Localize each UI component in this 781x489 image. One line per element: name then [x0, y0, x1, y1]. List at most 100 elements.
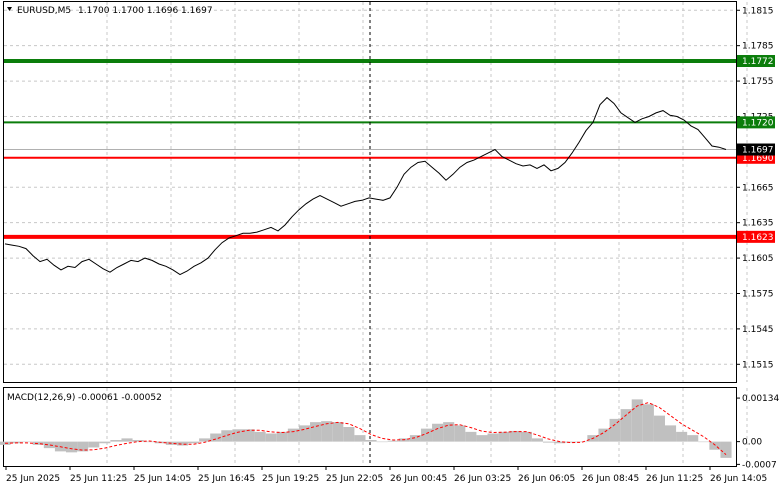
price-tick-label: 1.1665: [742, 183, 774, 193]
macd-histogram-bar: [176, 441, 189, 446]
macd-histogram-bar: [66, 441, 78, 453]
macd-histogram-bar: [310, 422, 322, 442]
macd-histogram-bar: [43, 441, 55, 449]
macd-histogram-bar: [77, 441, 89, 452]
macd-histogram-bar: [476, 435, 488, 442]
level-label-bg: [737, 230, 775, 243]
level-label-bg: [737, 55, 775, 68]
macd-histogram-bar: [631, 399, 643, 442]
macd-indicator: [0, 399, 732, 458]
macd-histogram-bar: [188, 441, 200, 444]
time-tick-label: 26 Jun 11:25: [646, 474, 703, 484]
macd-axis[interactable]: 0.00134 0.00 -0.0007: [736, 394, 779, 470]
time-tick-label: 25 Jun 22:05: [326, 474, 383, 484]
macd-histogram-bar: [210, 433, 222, 442]
macd-histogram-bar: [531, 438, 543, 442]
macd-histogram-bar: [576, 441, 588, 443]
macd-histogram-bar: [276, 431, 288, 442]
macd-histogram-bar: [454, 425, 466, 442]
current-price-bg: [737, 143, 775, 156]
price-line: [4, 96, 727, 276]
price-tick-label: 1.1575: [742, 289, 774, 299]
macd-histogram-bar: [432, 423, 444, 442]
macd-histogram-bar: [698, 441, 710, 443]
macd-histogram-bar: [221, 430, 233, 442]
level-label: 1.1720: [742, 118, 774, 128]
macd-histogram-bar: [420, 428, 433, 442]
time-tick-label: 26 Jun 00:45: [390, 474, 447, 484]
macd-histogram-bar: [387, 440, 399, 442]
macd-histogram-bar: [620, 409, 632, 442]
time-tick-label: 25 Jun 16:45: [198, 474, 255, 484]
price-tick-label: 1.1515: [742, 360, 774, 370]
macd-tick-label: 0.00134: [742, 394, 779, 404]
macd-histogram-bar: [554, 441, 566, 444]
macd-histogram-bar: [21, 441, 33, 443]
macd-histogram-bar: [676, 431, 688, 442]
time-tick-label: 26 Jun 06:05: [518, 474, 575, 484]
macd-tick-label: -0.0007: [742, 460, 777, 470]
macd-histogram-bar: [376, 441, 388, 443]
macd-histogram-bar: [332, 422, 344, 442]
macd-histogram-bar: [199, 438, 211, 442]
level-label-bg: [737, 116, 775, 129]
time-axis[interactable]: 25 Jun 2025 25 Jun 11:25 25 Jun 14:05 25 Ju…: [5, 466, 767, 484]
time-tick-label: 25 Jun 19:25: [262, 474, 319, 484]
macd-histogram-bar: [565, 441, 577, 443]
dropdown-arrow-icon[interactable]: [7, 7, 12, 11]
macd-histogram-bar: [243, 429, 255, 442]
macd-values: -0.00061 -0.00052: [78, 393, 162, 403]
price-tick-label: 1.1605: [742, 254, 774, 264]
macd-histogram-bar: [664, 425, 677, 442]
macd-histogram-bar: [653, 415, 665, 442]
macd-histogram-bar: [487, 433, 499, 442]
time-tick-label: 25 Jun 14:05: [134, 474, 191, 484]
macd-histogram-bar: [99, 441, 111, 444]
price-tick-label: 1.1785: [742, 42, 774, 52]
macd-histogram-bar: [265, 433, 277, 442]
current-price-label: 1.1697: [742, 146, 774, 156]
macd-histogram-bar: [110, 440, 122, 442]
macd-histogram-bar: [509, 430, 521, 442]
macd-histogram-bar: [132, 440, 144, 442]
macd-histogram-bar: [121, 438, 133, 442]
macd-histogram-bar: [365, 440, 377, 442]
macd-histogram-bar: [520, 431, 532, 442]
macd-histogram-bar: [609, 418, 621, 442]
macd-histogram-bar: [298, 425, 311, 442]
price-tick-label: 1.1755: [742, 77, 774, 87]
macd-name: MACD(12,26,9): [7, 393, 75, 403]
macd-histogram-bar: [498, 431, 510, 442]
macd-histogram-bar: [254, 431, 266, 442]
macd-histogram-bar: [687, 435, 699, 442]
macd-histogram-bar: [709, 441, 721, 450]
macd-histogram-bar: [321, 421, 333, 442]
time-tick-label: 25 Jun 11:25: [70, 474, 127, 484]
macd-tick-label: 0.00: [742, 438, 762, 448]
macd-histogram-bar: [88, 441, 100, 448]
macd-histogram-bar: [343, 427, 355, 442]
level-label: 1.1623: [742, 233, 774, 243]
time-tick-label: 26 Jun 03:25: [454, 474, 511, 484]
macd-histogram-bar: [443, 422, 455, 442]
macd-histogram-bar: [465, 431, 477, 442]
macd-histogram-bar: [354, 435, 366, 442]
price-tick-label: 1.1545: [742, 325, 774, 335]
price-axis[interactable]: 1.18151.17851.17551.17251.16651.16351.16…: [736, 6, 775, 370]
macd-histogram-bar: [598, 428, 610, 442]
macd-histogram-bar: [542, 441, 555, 443]
time-tick-label: 26 Jun 14:05: [710, 474, 767, 484]
macd-histogram-bar: [232, 429, 244, 442]
macd-histogram-bar: [287, 428, 299, 442]
macd-histogram-bar: [642, 404, 654, 442]
level-label: 1.1772: [742, 57, 774, 67]
ohlc-values: 1.1700 1.1700 1.1696 1.1697: [78, 6, 213, 16]
price-tick-label: 1.1815: [742, 6, 774, 16]
time-tick-label: 26 Jun 08:45: [582, 474, 639, 484]
macd-histogram-bar: [409, 435, 421, 442]
macd-histogram-bar: [143, 441, 155, 443]
symbol-label: EURUSD,M5: [17, 6, 71, 16]
price-tick-label: 1.1635: [742, 219, 774, 229]
macd-signal-line: [4, 402, 727, 455]
